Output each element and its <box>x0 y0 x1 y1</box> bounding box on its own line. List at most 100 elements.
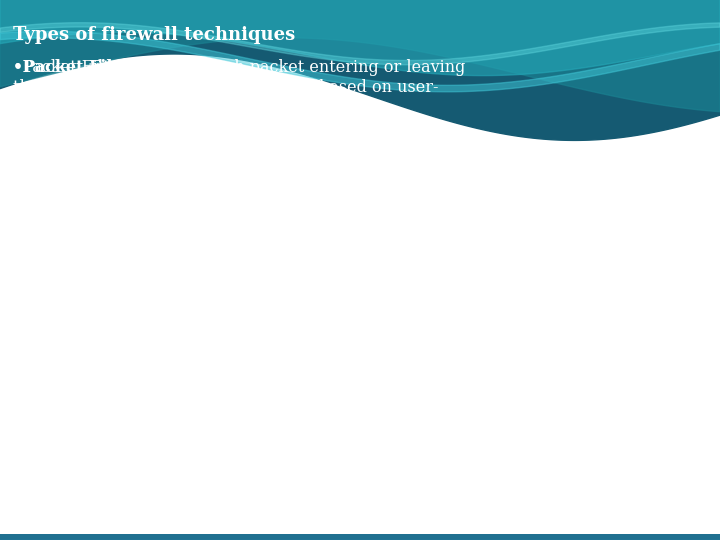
Bar <box>0 536 720 539</box>
Bar <box>0 535 720 538</box>
Bar <box>0 537 720 540</box>
Bar <box>0 535 720 538</box>
Bar <box>0 537 720 539</box>
Bar <box>0 536 720 538</box>
Text: •Packet Filter: looks at each packet entering or leaving
the network and accepts: •Packet Filter: looks at each packet ent… <box>13 59 465 116</box>
Bar <box>0 536 720 538</box>
Bar <box>0 535 720 538</box>
Bar <box>0 535 720 537</box>
Bar <box>0 536 720 538</box>
Bar <box>0 536 720 538</box>
Bar <box>0 537 720 540</box>
Bar <box>0 537 720 540</box>
Bar <box>0 535 720 538</box>
Bar <box>0 535 720 537</box>
Bar <box>0 537 720 540</box>
Bar <box>0 537 720 539</box>
Bar <box>0 536 720 538</box>
Bar <box>0 536 720 538</box>
Bar <box>0 536 720 539</box>
Bar <box>0 535 720 538</box>
Bar <box>0 535 720 538</box>
Bar <box>0 536 720 539</box>
Text: •Packet Filter:: •Packet Filter: <box>13 59 144 77</box>
Bar <box>0 536 720 538</box>
Bar <box>0 537 720 540</box>
Bar <box>0 535 720 538</box>
Bar <box>0 536 720 539</box>
Bar <box>0 536 720 539</box>
Bar <box>0 537 720 540</box>
Bar <box>0 536 720 538</box>
Bar <box>0 535 720 538</box>
Bar <box>0 537 720 540</box>
Bar <box>0 536 720 539</box>
Bar <box>0 537 720 540</box>
Bar <box>0 536 720 539</box>
Bar <box>0 535 720 537</box>
Bar <box>0 537 720 539</box>
Bar <box>0 536 720 539</box>
Bar <box>0 536 720 539</box>
Bar <box>0 536 720 538</box>
Bar <box>0 537 720 539</box>
Bar <box>0 535 720 537</box>
Bar <box>0 535 720 537</box>
Bar <box>0 537 720 539</box>
Bar <box>0 536 720 539</box>
Bar <box>0 537 720 540</box>
Bar <box>0 537 720 539</box>
Bar <box>0 536 720 538</box>
Bar <box>0 535 720 538</box>
Bar <box>0 536 720 538</box>
Bar <box>0 535 720 538</box>
Bar <box>0 537 720 539</box>
Bar <box>0 537 720 540</box>
Bar <box>0 536 720 538</box>
Text: Types of firewall techniques: Types of firewall techniques <box>13 26 295 44</box>
Text: •Proxy server:: •Proxy server: <box>13 329 140 346</box>
Bar <box>0 536 720 539</box>
Bar <box>0 535 720 538</box>
Bar <box>0 537 720 539</box>
Bar <box>0 536 720 539</box>
Bar <box>0 535 720 537</box>
Bar <box>0 536 720 538</box>
Bar <box>0 537 720 539</box>
Bar <box>0 537 720 540</box>
Bar <box>0 536 720 539</box>
Bar <box>0 536 720 538</box>
Bar <box>0 537 720 539</box>
Bar <box>0 536 720 539</box>
Bar <box>0 537 720 539</box>
Bar <box>0 536 720 538</box>
Bar <box>0 535 720 538</box>
Bar <box>0 537 720 540</box>
Bar <box>0 535 720 537</box>
Bar <box>0 535 720 538</box>
Bar <box>0 536 720 538</box>
Bar <box>0 537 720 539</box>
Bar <box>0 536 720 538</box>
Bar <box>0 535 720 537</box>
Bar <box>0 536 720 538</box>
Text: •Application Gateway: it applies security mechanisms
to specific applications su: •Application Gateway: it applies securit… <box>13 148 462 185</box>
Bar <box>0 537 720 539</box>
Bar <box>0 536 720 539</box>
Bar <box>0 537 720 539</box>
Bar <box>0 536 720 539</box>
Bar <box>0 537 720 539</box>
Bar <box>0 536 720 539</box>
Bar <box>0 535 720 538</box>
Bar <box>0 537 720 539</box>
Bar <box>0 537 720 540</box>
Bar <box>0 535 720 537</box>
Bar <box>0 537 720 539</box>
Bar <box>0 535 720 537</box>
Bar <box>0 536 720 539</box>
Bar <box>0 537 720 539</box>
Bar <box>0 536 720 538</box>
Bar <box>0 535 720 537</box>
Bar <box>0 537 720 539</box>
Bar <box>0 536 720 538</box>
